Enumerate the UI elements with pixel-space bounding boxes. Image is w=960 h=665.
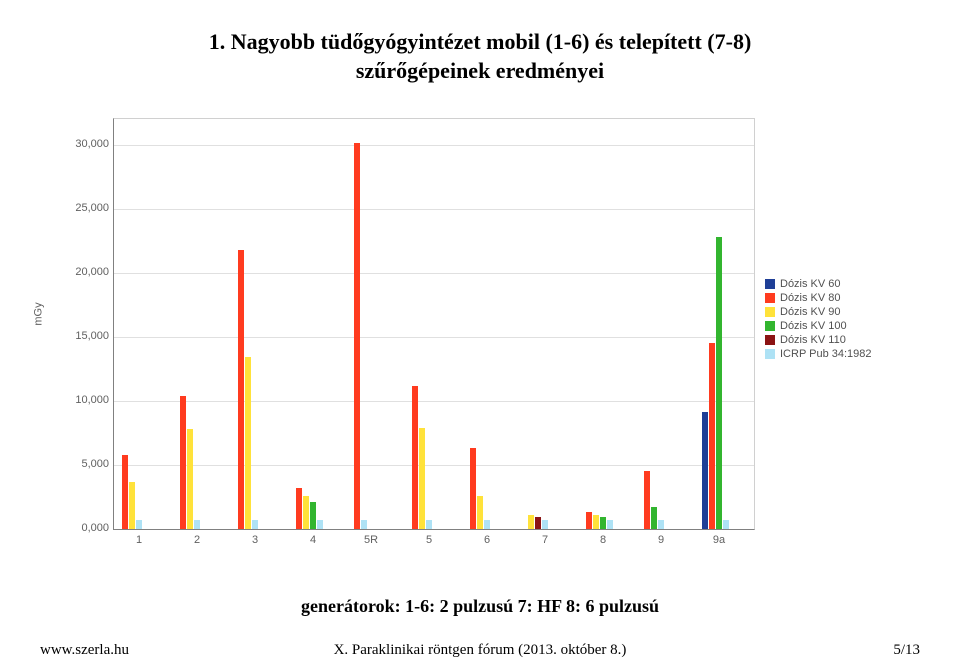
bar [194, 520, 200, 529]
footer-page: 5/13 [893, 642, 920, 659]
legend: Dózis KV 60 Dózis KV 80 Dózis KV 90 Dózis K… [765, 278, 872, 362]
xtick-label: 1 [119, 534, 159, 546]
ytick-label: 30,000 [59, 138, 109, 150]
bar [187, 429, 193, 529]
bar [528, 515, 534, 529]
bar [658, 520, 664, 529]
bar [136, 520, 142, 529]
bar [644, 471, 650, 529]
legend-swatch [765, 335, 775, 345]
xtick-label: 7 [525, 534, 565, 546]
ytick-label: 5,000 [59, 458, 109, 470]
caption-text: generátorok: 1-6: 2 pulzusú 7: HF 8: 6 p… [301, 596, 659, 616]
bar [129, 482, 135, 529]
bar [303, 496, 309, 529]
bar [470, 448, 476, 529]
generators-caption: generátorok: 1-6: 2 pulzusú 7: HF 8: 6 p… [0, 596, 960, 617]
bar [412, 386, 418, 530]
legend-item: ICRP Pub 34:1982 [765, 348, 872, 360]
bar [607, 520, 613, 529]
legend-item: Dózis KV 100 [765, 320, 872, 332]
legend-label: Dózis KV 60 [780, 278, 841, 290]
bar [716, 237, 722, 529]
bar [586, 512, 592, 529]
bar [245, 357, 251, 529]
xtick-label: 4 [293, 534, 333, 546]
legend-swatch [765, 279, 775, 289]
legend-item: Dózis KV 80 [765, 292, 872, 304]
legend-label: Dózis KV 90 [780, 306, 841, 318]
legend-label: Dózis KV 110 [780, 334, 846, 346]
legend-label: Dózis KV 100 [780, 320, 847, 332]
bar [252, 520, 258, 529]
gridline [114, 145, 754, 146]
page-title: 1. Nagyobb tüdőgyógyintézet mobil (1-6) … [20, 28, 940, 85]
chart-container: mGy 0,0005,00010,00015,00020,00025,00030… [55, 108, 905, 568]
bar [317, 520, 323, 529]
legend-swatch [765, 349, 775, 359]
xtick-label: 9a [699, 534, 739, 546]
legend-item: Dózis KV 90 [765, 306, 872, 318]
xtick-label: 3 [235, 534, 275, 546]
gridline [114, 337, 754, 338]
gridline [114, 465, 754, 466]
bar [354, 143, 360, 529]
bar [238, 250, 244, 529]
bar [702, 412, 708, 529]
ytick-label: 0,000 [59, 522, 109, 534]
y-axis-label: mGy [33, 302, 45, 325]
title-line-1: 1. Nagyobb tüdőgyógyintézet mobil (1-6) … [209, 29, 752, 54]
legend-item: Dózis KV 60 [765, 278, 872, 290]
bar [122, 455, 128, 529]
gridline [114, 273, 754, 274]
legend-swatch [765, 307, 775, 317]
bar [651, 507, 657, 529]
bar [600, 517, 606, 529]
ytick-label: 20,000 [59, 266, 109, 278]
ytick-label: 25,000 [59, 202, 109, 214]
bar [484, 520, 490, 529]
xtick-label: 5 [409, 534, 449, 546]
title-line-2: szűrőgépeinek eredményei [356, 58, 604, 83]
bar [419, 428, 425, 529]
bar [296, 488, 302, 529]
bar [542, 520, 548, 529]
xtick-label: 5R [351, 534, 391, 546]
legend-swatch [765, 293, 775, 303]
bar [709, 343, 715, 529]
bar [723, 520, 729, 529]
legend-item: Dózis KV 110 [765, 334, 872, 346]
footer: www.szerla.hu X. Paraklinikai röntgen fó… [0, 642, 960, 659]
plot-area [113, 118, 755, 530]
bar [180, 396, 186, 529]
bar [426, 520, 432, 529]
legend-label: Dózis KV 80 [780, 292, 841, 304]
bar [361, 520, 367, 529]
legend-label: ICRP Pub 34:1982 [780, 348, 872, 360]
xtick-label: 6 [467, 534, 507, 546]
bar [477, 496, 483, 529]
ytick-label: 10,000 [59, 394, 109, 406]
slide: 1. Nagyobb tüdőgyógyintézet mobil (1-6) … [0, 0, 960, 665]
ytick-label: 15,000 [59, 330, 109, 342]
xtick-label: 2 [177, 534, 217, 546]
gridline [114, 209, 754, 210]
bar [593, 515, 599, 529]
xtick-label: 9 [641, 534, 681, 546]
xtick-label: 8 [583, 534, 623, 546]
bar [535, 517, 541, 529]
footer-event: X. Paraklinikai röntgen fórum (2013. okt… [334, 642, 627, 659]
bar [310, 502, 316, 529]
gridline [114, 401, 754, 402]
legend-swatch [765, 321, 775, 331]
footer-url: www.szerla.hu [40, 642, 129, 659]
